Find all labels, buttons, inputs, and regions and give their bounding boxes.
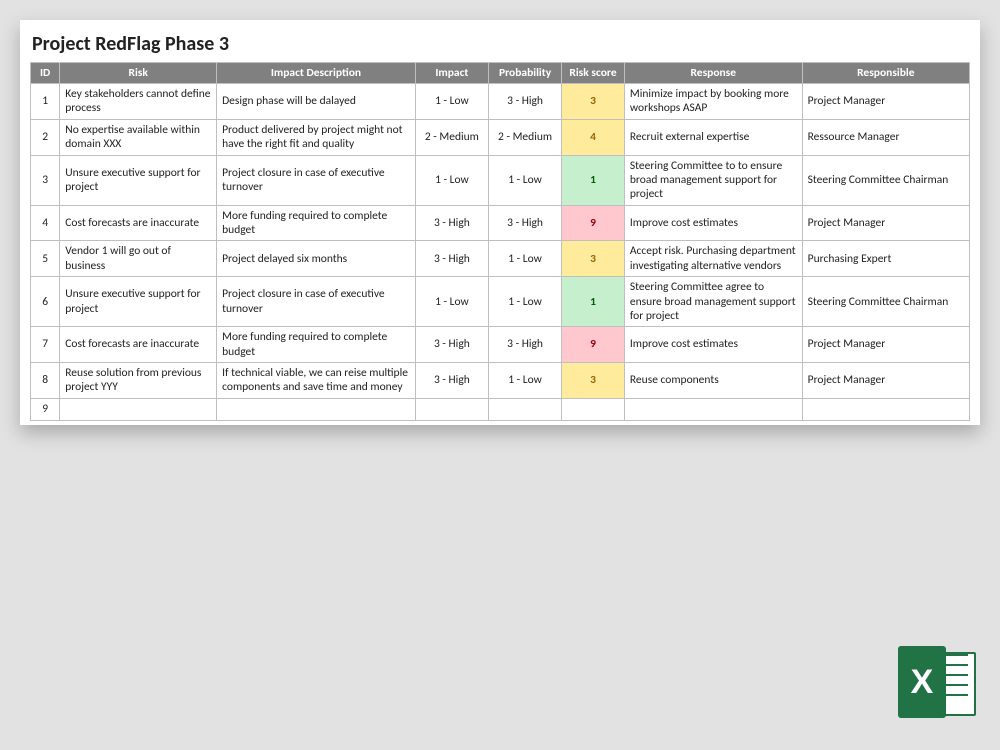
cell-impact_desc: Project closure in case of executive tur… — [217, 277, 416, 327]
col-response: Response — [624, 63, 802, 84]
cell-score: 9 — [562, 327, 625, 363]
cell-responsible: Project Manager — [802, 363, 969, 399]
table-row: 8Reuse solution from previous project YY… — [31, 363, 970, 399]
cell-responsible: Project Manager — [802, 327, 969, 363]
table-row: 4Cost forecasts are inaccurateMore fundi… — [31, 205, 970, 241]
col-risk: Risk — [60, 63, 217, 84]
cell-score: 1 — [562, 277, 625, 327]
cell-id: 7 — [31, 327, 60, 363]
cell-impact_desc: Product delivered by project might not h… — [217, 119, 416, 155]
cell-risk: Cost forecasts are inaccurate — [60, 327, 217, 363]
table-row: 3Unsure executive support for projectPro… — [31, 155, 970, 205]
cell-prob: 1 - Low — [488, 277, 561, 327]
cell-score: 3 — [562, 241, 625, 277]
cell-response: Reuse components — [624, 363, 802, 399]
col-impact: Impact — [415, 63, 488, 84]
cell-score — [562, 398, 625, 420]
cell-id: 4 — [31, 205, 60, 241]
cell-responsible: Purchasing Expert — [802, 241, 969, 277]
cell-response: Steering Committee agree to ensure broad… — [624, 277, 802, 327]
cell-prob: 3 - High — [488, 327, 561, 363]
cell-risk: Reuse solution from previous project YYY — [60, 363, 217, 399]
cell-id: 9 — [31, 398, 60, 420]
cell-id: 6 — [31, 277, 60, 327]
cell-prob: 3 - High — [488, 84, 561, 120]
cell-impact_desc — [217, 398, 416, 420]
page-root: Project RedFlag Phase 3 IDRiskImpact Des… — [0, 0, 1000, 750]
cell-response: Steering Committee to to ensure broad ma… — [624, 155, 802, 205]
cell-prob: 1 - Low — [488, 241, 561, 277]
cell-responsible: Steering Committee Chairman — [802, 277, 969, 327]
cell-id: 8 — [31, 363, 60, 399]
cell-prob: 1 - Low — [488, 155, 561, 205]
table-row: 9 — [31, 398, 970, 420]
table-row: 2No expertise available within domain XX… — [31, 119, 970, 155]
cell-risk: Unsure executive support for project — [60, 277, 217, 327]
excel-icon: X — [898, 646, 976, 718]
cell-id: 1 — [31, 84, 60, 120]
risk-table: IDRiskImpact DescriptionImpactProbabilit… — [30, 62, 970, 421]
cell-score: 4 — [562, 119, 625, 155]
cell-prob: 1 - Low — [488, 363, 561, 399]
cell-response: Accept risk. Purchasing department inves… — [624, 241, 802, 277]
cell-risk: Unsure executive support for project — [60, 155, 217, 205]
cell-responsible: Project Manager — [802, 84, 969, 120]
col-responsible: Responsible — [802, 63, 969, 84]
cell-impact_desc: Project closure in case of executive tur… — [217, 155, 416, 205]
cell-impact: 3 - High — [415, 363, 488, 399]
cell-risk — [60, 398, 217, 420]
cell-prob: 2 - Medium — [488, 119, 561, 155]
cell-risk: Key stakeholders cannot define process — [60, 84, 217, 120]
cell-impact: 1 - Low — [415, 277, 488, 327]
cell-responsible: Project Manager — [802, 205, 969, 241]
cell-score: 1 — [562, 155, 625, 205]
cell-impact_desc: Design phase will be dalayed — [217, 84, 416, 120]
cell-risk: No expertise available within domain XXX — [60, 119, 217, 155]
cell-score: 3 — [562, 363, 625, 399]
spreadsheet-card: Project RedFlag Phase 3 IDRiskImpact Des… — [20, 20, 980, 425]
cell-response: Improve cost estimates — [624, 327, 802, 363]
sheet-title: Project RedFlag Phase 3 — [30, 30, 970, 62]
cell-risk: Vendor 1 will go out of business — [60, 241, 217, 277]
table-row: 5Vendor 1 will go out of businessProject… — [31, 241, 970, 277]
table-row: 1Key stakeholders cannot define processD… — [31, 84, 970, 120]
cell-response: Recruit external expertise — [624, 119, 802, 155]
cell-impact: 2 - Medium — [415, 119, 488, 155]
cell-impact_desc: Project delayed six months — [217, 241, 416, 277]
cell-impact: 3 - High — [415, 327, 488, 363]
cell-prob — [488, 398, 561, 420]
cell-responsible — [802, 398, 969, 420]
col-prob: Probability — [488, 63, 561, 84]
cell-id: 3 — [31, 155, 60, 205]
cell-response — [624, 398, 802, 420]
cell-responsible: Steering Committee Chairman — [802, 155, 969, 205]
col-id: ID — [31, 63, 60, 84]
cell-impact — [415, 398, 488, 420]
cell-score: 9 — [562, 205, 625, 241]
cell-impact: 1 - Low — [415, 84, 488, 120]
cell-response: Improve cost estimates — [624, 205, 802, 241]
cell-response: Minimize impact by booking more workshop… — [624, 84, 802, 120]
cell-impact: 3 - High — [415, 205, 488, 241]
cell-impact_desc: More funding required to complete budget — [217, 205, 416, 241]
col-impact_desc: Impact Description — [217, 63, 416, 84]
excel-letter: X — [911, 663, 934, 702]
col-score: Risk score — [562, 63, 625, 84]
excel-badge-icon: X — [898, 646, 946, 718]
cell-responsible: Ressource Manager — [802, 119, 969, 155]
cell-prob: 3 - High — [488, 205, 561, 241]
cell-impact: 3 - High — [415, 241, 488, 277]
cell-id: 5 — [31, 241, 60, 277]
cell-score: 3 — [562, 84, 625, 120]
cell-impact_desc: More funding required to complete budget — [217, 327, 416, 363]
cell-id: 2 — [31, 119, 60, 155]
cell-impact: 1 - Low — [415, 155, 488, 205]
table-row: 7Cost forecasts are inaccurateMore fundi… — [31, 327, 970, 363]
cell-impact_desc: If technical viable, we can reise multip… — [217, 363, 416, 399]
cell-risk: Cost forecasts are inaccurate — [60, 205, 217, 241]
table-row: 6Unsure executive support for projectPro… — [31, 277, 970, 327]
table-header-row: IDRiskImpact DescriptionImpactProbabilit… — [31, 63, 970, 84]
